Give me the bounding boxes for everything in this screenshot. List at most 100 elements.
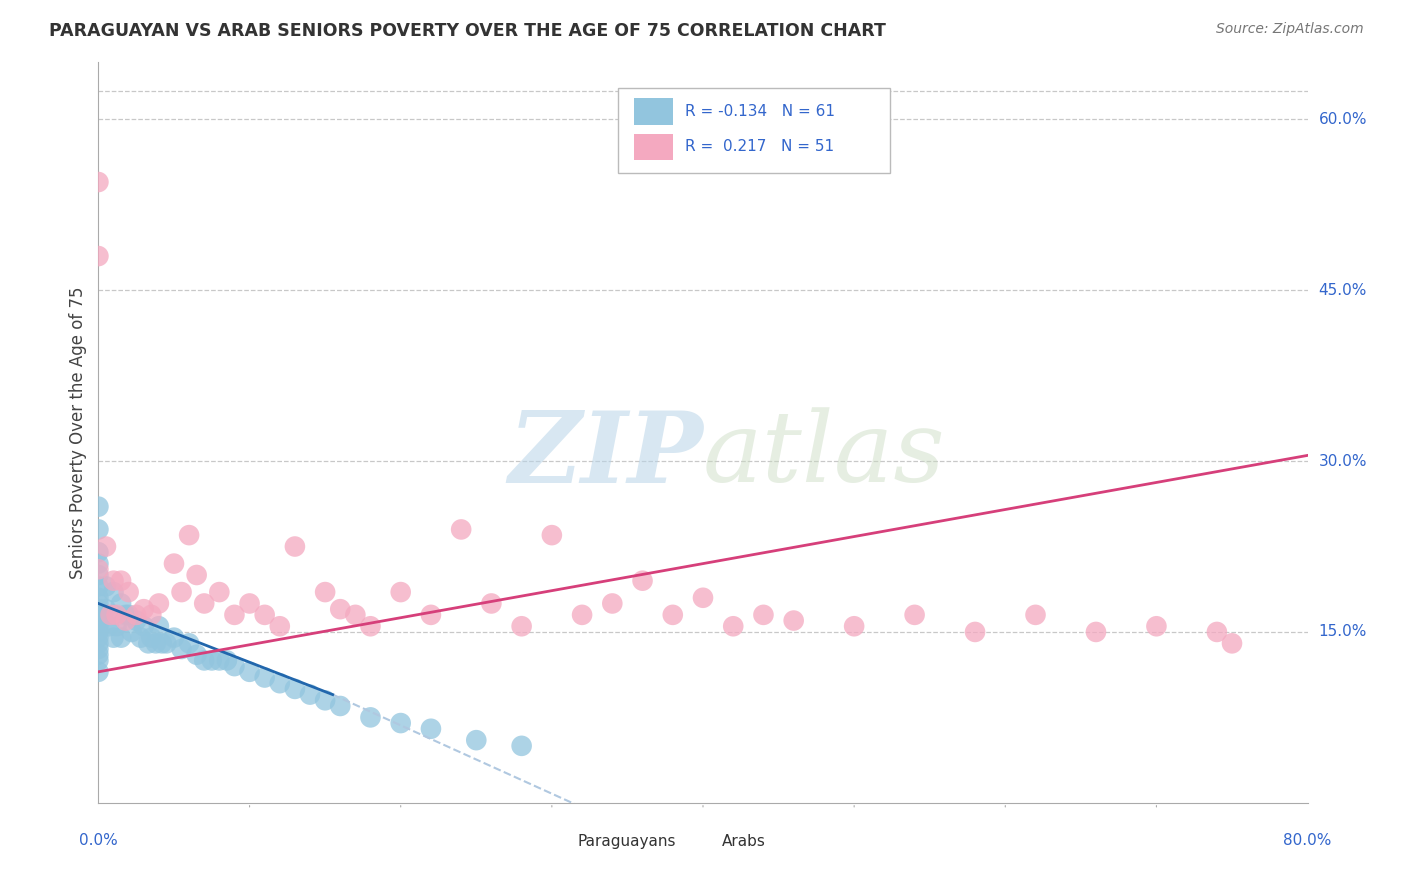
Point [94, 602, 117, 616]
Point [170, 585, 193, 599]
Point [314, 693, 336, 707]
Point [193, 653, 215, 667]
Point [1085, 624, 1108, 639]
Point [87, 648, 110, 662]
Point [87, 624, 110, 639]
Point [752, 607, 775, 622]
Point [253, 671, 276, 685]
Point [87, 500, 110, 514]
Point [299, 688, 322, 702]
Point [87, 557, 110, 571]
Point [150, 636, 173, 650]
Point [87, 665, 110, 679]
Point [87, 545, 110, 559]
Point [170, 642, 193, 657]
Point [510, 619, 533, 633]
Point [844, 619, 866, 633]
Point [87, 602, 110, 616]
Point [193, 597, 215, 611]
Text: 30.0%: 30.0% [1319, 454, 1367, 468]
Point [87, 631, 110, 645]
Point [87, 175, 110, 189]
Point [114, 614, 136, 628]
Point [179, 528, 201, 542]
Point [141, 631, 163, 645]
Point [284, 681, 307, 696]
Point [186, 568, 208, 582]
Point [215, 653, 238, 667]
Point [87, 249, 110, 263]
Point [121, 624, 143, 639]
Point [100, 607, 122, 622]
Point [783, 614, 806, 628]
Point [284, 540, 307, 554]
Point [208, 585, 231, 599]
Point [904, 607, 927, 622]
Point [87, 562, 110, 576]
Text: R = -0.134   N = 61: R = -0.134 N = 61 [685, 103, 835, 119]
FancyBboxPatch shape [634, 98, 672, 125]
Point [110, 597, 132, 611]
Point [94, 540, 117, 554]
Point [141, 607, 163, 622]
Point [118, 585, 141, 599]
Point [420, 607, 443, 622]
Point [389, 585, 412, 599]
Text: 0.0%: 0.0% [79, 833, 118, 848]
Point [602, 597, 624, 611]
Point [87, 579, 110, 593]
Point [155, 636, 177, 650]
Point [1206, 624, 1229, 639]
Point [94, 579, 117, 593]
Point [420, 722, 443, 736]
Point [571, 607, 593, 622]
Text: ZIP: ZIP [508, 407, 703, 503]
Point [1220, 636, 1243, 650]
Point [723, 619, 745, 633]
Point [98, 619, 121, 633]
Point [148, 619, 170, 633]
FancyBboxPatch shape [634, 134, 672, 161]
Y-axis label: Seniors Poverty Over the Age of 75: Seniors Poverty Over the Age of 75 [69, 286, 87, 579]
Point [148, 597, 170, 611]
Point [239, 665, 262, 679]
Point [360, 619, 382, 633]
Point [87, 653, 110, 667]
Text: PARAGUAYAN VS ARAB SENIORS POVERTY OVER THE AGE OF 75 CORRELATION CHART: PARAGUAYAN VS ARAB SENIORS POVERTY OVER … [49, 22, 886, 40]
Point [87, 636, 110, 650]
Point [661, 607, 683, 622]
Point [224, 607, 246, 622]
Point [344, 607, 367, 622]
Text: Paraguayans: Paraguayans [578, 834, 676, 849]
FancyBboxPatch shape [543, 831, 575, 853]
Point [314, 585, 336, 599]
Point [465, 733, 488, 747]
Point [510, 739, 533, 753]
Text: 60.0%: 60.0% [1319, 112, 1367, 127]
Point [329, 698, 352, 713]
Point [253, 607, 276, 622]
Point [965, 624, 987, 639]
Point [87, 619, 110, 633]
Point [105, 619, 128, 633]
Point [186, 648, 208, 662]
Point [1144, 619, 1167, 633]
Text: atlas: atlas [703, 407, 946, 502]
Text: R =  0.217   N = 51: R = 0.217 N = 51 [685, 139, 834, 154]
Point [87, 607, 110, 622]
Point [692, 591, 714, 605]
Point [87, 523, 110, 537]
Point [118, 607, 141, 622]
Text: 15.0%: 15.0% [1319, 624, 1367, 640]
Point [163, 631, 186, 645]
Point [110, 631, 132, 645]
Point [329, 602, 352, 616]
Text: 45.0%: 45.0% [1319, 283, 1367, 298]
Point [103, 585, 125, 599]
Text: Arabs: Arabs [723, 834, 766, 849]
FancyBboxPatch shape [689, 831, 720, 853]
Point [450, 523, 472, 537]
Point [481, 597, 503, 611]
Point [132, 619, 155, 633]
Point [114, 607, 136, 622]
